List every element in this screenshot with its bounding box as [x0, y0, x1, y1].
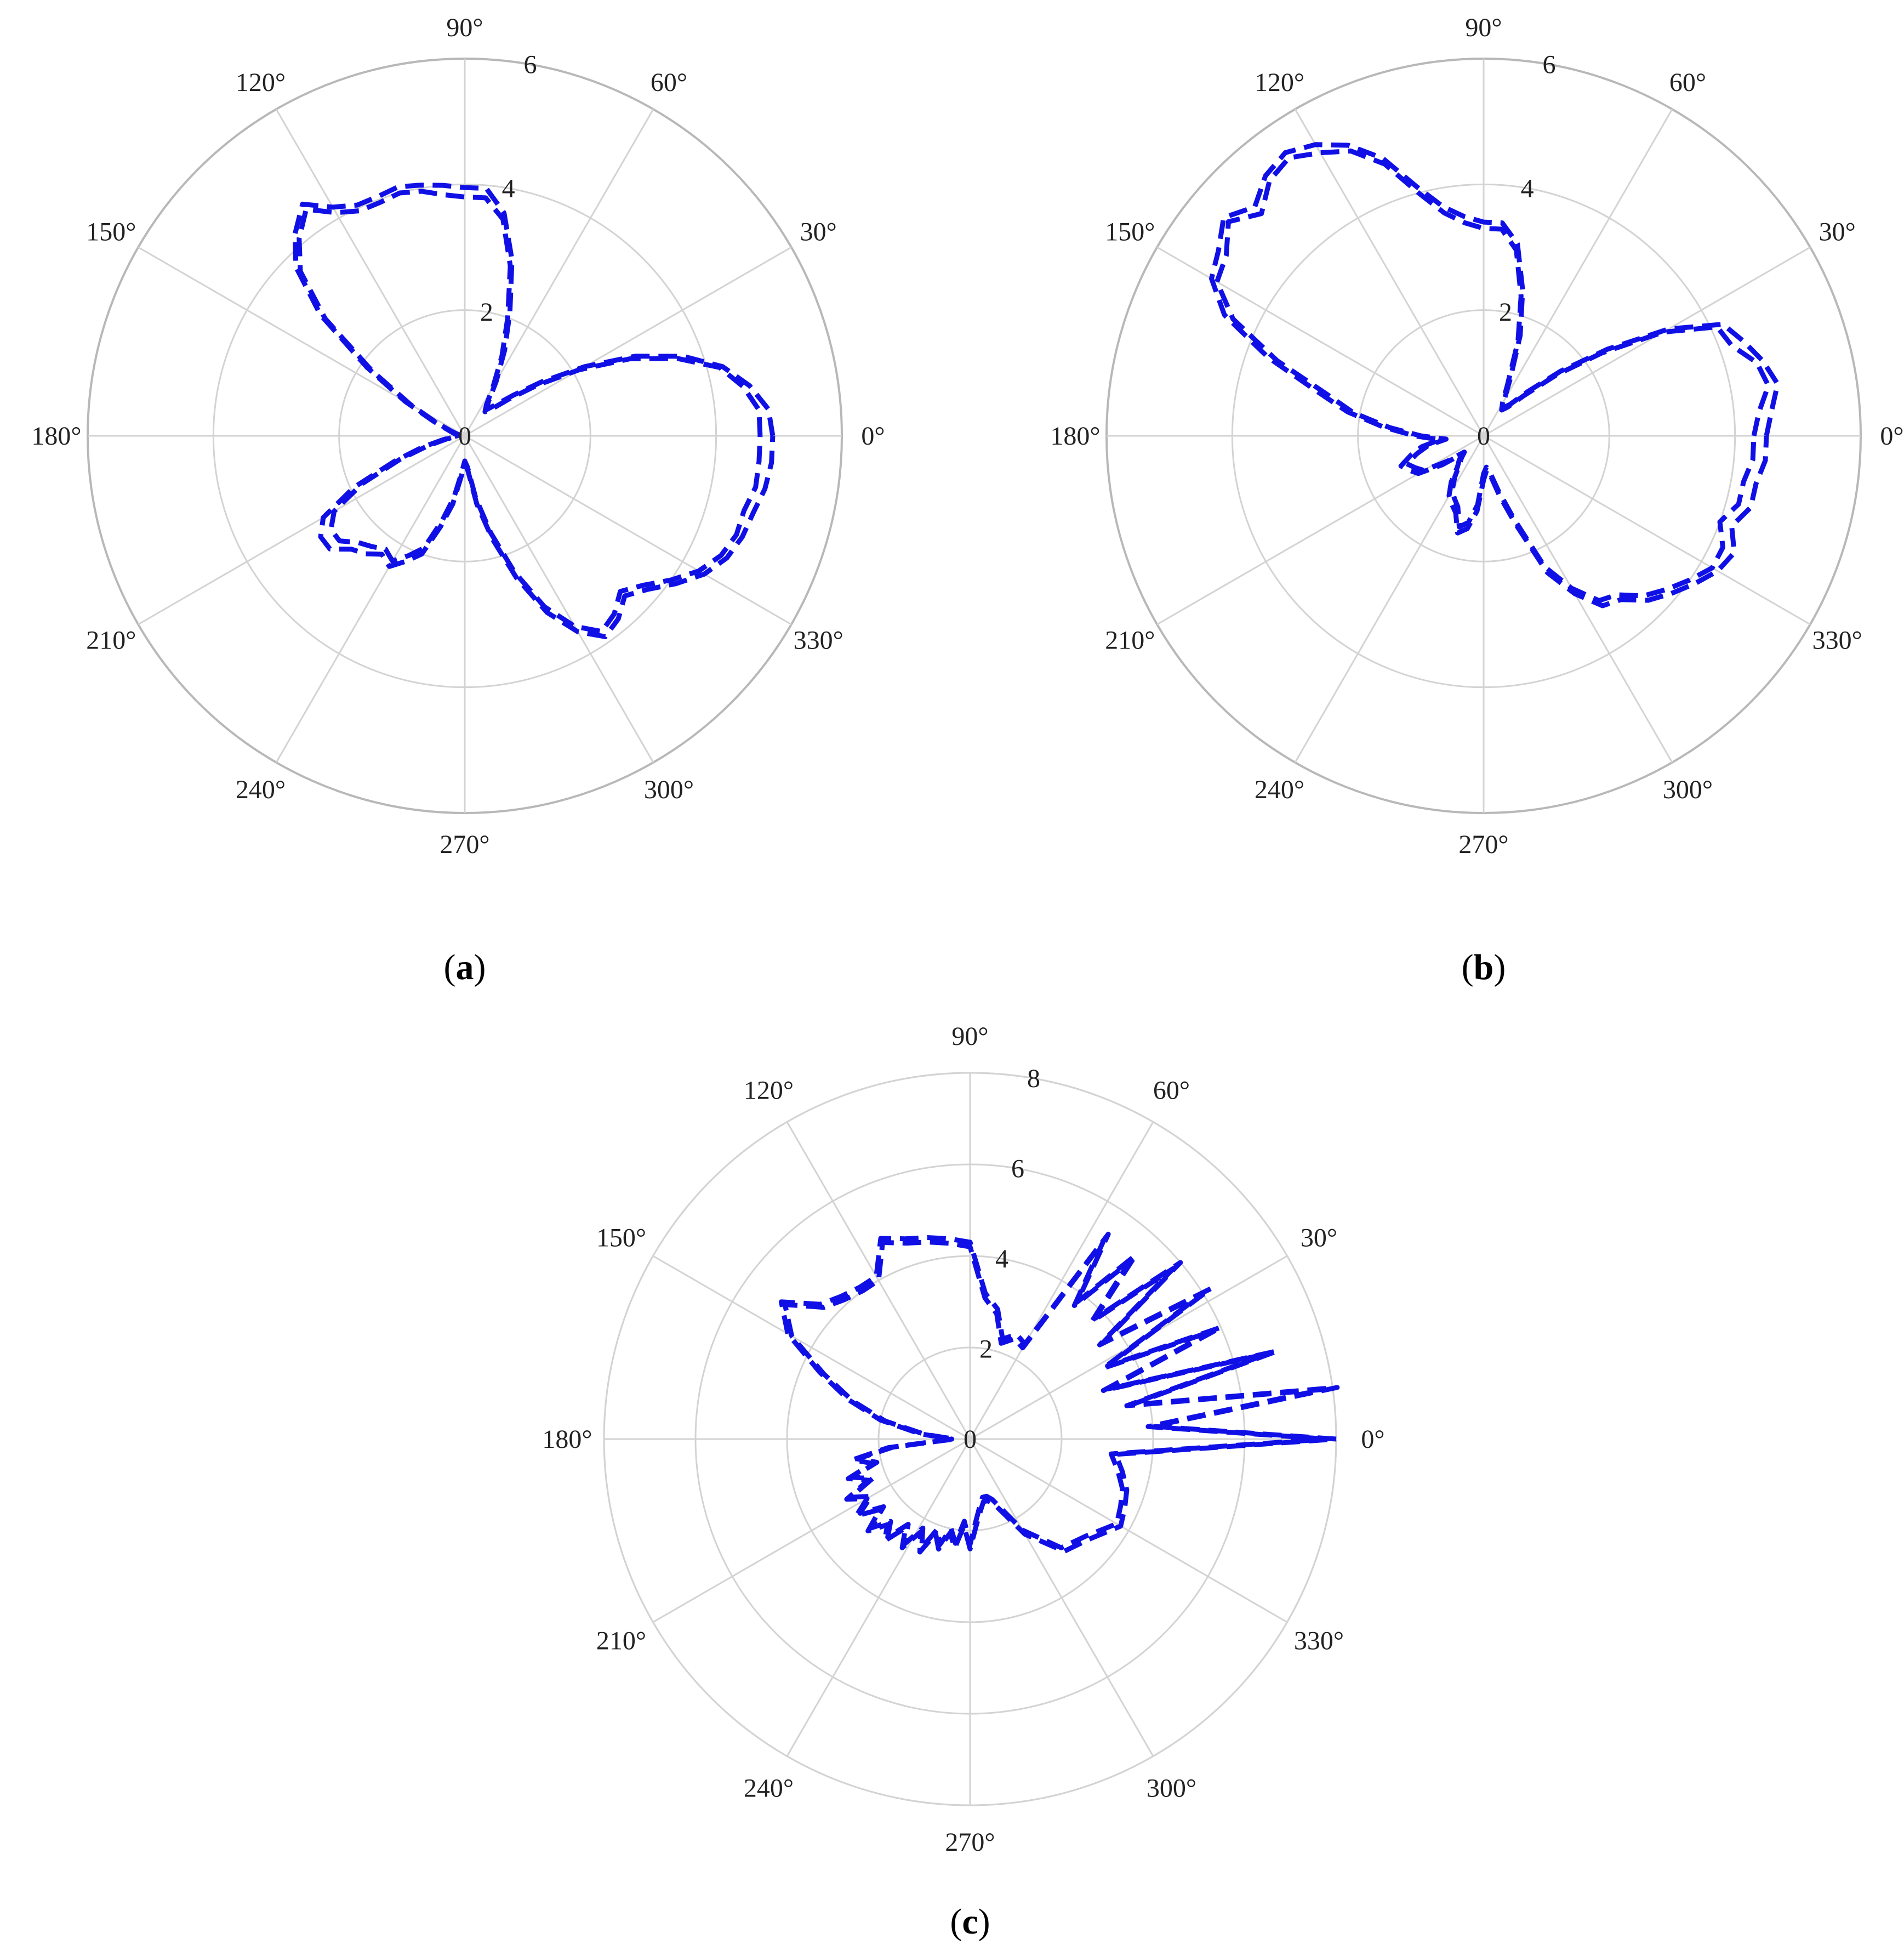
theta-tick-label: 60°	[1669, 68, 1706, 97]
theta-tick-label: 0°	[861, 422, 885, 451]
panel-caption-b: (b)	[1462, 947, 1506, 987]
theta-tick-label: 150°	[86, 218, 136, 247]
theta-tick-label: 30°	[1819, 218, 1856, 247]
tick-labels-a: 0° 30° 60° 90° 120° 150° 180° 210° 240° 270° 300° 3…	[31, 13, 885, 859]
r-tick-label: 4	[995, 1244, 1008, 1274]
grid-spoke	[275, 435, 466, 763]
grid-spoke	[969, 1439, 1154, 1757]
grid-spoke	[1483, 435, 1673, 763]
theta-tick-label: 210°	[596, 1627, 646, 1656]
series-line	[1214, 148, 1771, 604]
panel-caption-a: (a)	[444, 947, 486, 987]
r-tick-label: 4	[502, 174, 515, 203]
tick-labels-c: 0° 30° 60° 90° 120° 150° 180° 210° 240° 270° 300° 3…	[542, 1022, 1384, 1857]
r-tick-label: 6	[1542, 50, 1555, 79]
theta-tick-label: 90°	[1465, 13, 1502, 42]
theta-tick-label: 270°	[945, 1828, 995, 1857]
r-tick-label: 2	[1499, 298, 1512, 327]
grid-spoke	[275, 109, 466, 436]
polar-chart-a: 0° 30° 60° 90° 120° 150° 180° 210° 240° 270° 300° 3…	[31, 13, 885, 987]
r-tick-label: 6	[523, 50, 537, 79]
r-tick-label: 2	[480, 298, 493, 327]
grid-spoke	[1156, 246, 1484, 437]
r-tick-label: 8	[1027, 1064, 1040, 1093]
theta-tick-label: 150°	[1105, 218, 1155, 247]
theta-tick-label: 120°	[1255, 68, 1304, 97]
series-group-b	[1209, 142, 1780, 609]
series-line	[1209, 142, 1780, 609]
panel-caption-c: (c)	[950, 1902, 990, 1942]
theta-tick-label: 270°	[1458, 830, 1508, 859]
polar-chart-b: 0° 30° 60° 90° 120° 150° 180° 210° 240° 270° 300° 3…	[1050, 13, 1903, 987]
r-tick-label: 4	[1521, 174, 1534, 203]
theta-tick-label: 90°	[446, 13, 483, 42]
theta-tick-label: 0°	[1880, 422, 1903, 451]
grid-spoke	[970, 1438, 1288, 1623]
theta-tick-label: 300°	[1663, 775, 1713, 804]
grid-spoke	[1483, 246, 1811, 437]
theta-tick-label: 180°	[542, 1425, 592, 1454]
grid-spoke	[786, 1121, 971, 1440]
theta-tick-label: 330°	[794, 626, 843, 655]
theta-tick-label: 240°	[236, 775, 286, 804]
r-tick-label: 6	[1011, 1155, 1024, 1184]
theta-tick-label: 30°	[800, 218, 837, 247]
r-tick-label: 0	[458, 422, 471, 451]
theta-tick-label: 300°	[1147, 1774, 1196, 1803]
theta-tick-label: 180°	[1050, 422, 1100, 451]
grid-spoke	[1483, 109, 1673, 436]
grid-spoke	[652, 1255, 971, 1440]
polar-chart-c: 0° 30° 60° 90° 120° 150° 180° 210° 240° 270° 300° 3…	[542, 1022, 1384, 1942]
grid-spoke	[138, 435, 465, 626]
theta-tick-label: 330°	[1812, 626, 1862, 655]
theta-tick-label: 300°	[644, 775, 694, 804]
theta-tick-label: 240°	[744, 1774, 794, 1803]
series-line	[297, 189, 763, 634]
r-tick-label: 0	[1477, 422, 1490, 451]
grid-spoke	[1156, 435, 1484, 626]
r-tick-label: 0	[964, 1425, 977, 1454]
theta-tick-label: 180°	[31, 422, 81, 451]
grid-spoke	[969, 1121, 1154, 1440]
series-line	[292, 183, 776, 639]
theta-tick-label: 270°	[440, 830, 489, 859]
theta-tick-label: 330°	[1294, 1627, 1344, 1656]
grid-a	[87, 58, 843, 814]
grid-spoke	[464, 435, 654, 763]
grid-spoke	[1483, 435, 1811, 626]
theta-tick-label: 240°	[1255, 775, 1304, 804]
grid-c	[603, 1072, 1337, 1806]
r-tick-label: 2	[979, 1335, 993, 1364]
theta-tick-label: 60°	[1153, 1076, 1190, 1105]
tick-labels-b: 0° 30° 60° 90° 120° 150° 180° 210° 240° 270° 300° 3…	[1050, 13, 1903, 859]
grid-spoke	[464, 246, 792, 437]
theta-tick-label: 120°	[236, 68, 286, 97]
series-line	[782, 1239, 1327, 1550]
theta-tick-label: 0°	[1361, 1425, 1384, 1454]
grid-spoke	[786, 1439, 971, 1757]
grid-spoke	[464, 435, 792, 626]
theta-tick-label: 90°	[951, 1022, 988, 1051]
theta-tick-label: 30°	[1301, 1224, 1337, 1253]
theta-tick-label: 210°	[1105, 626, 1155, 655]
theta-tick-label: 210°	[86, 626, 136, 655]
grid-spoke	[1294, 109, 1485, 436]
theta-tick-label: 120°	[744, 1076, 794, 1105]
theta-tick-label: 60°	[651, 68, 687, 97]
grid-spoke	[652, 1438, 971, 1623]
theta-tick-label: 150°	[596, 1224, 646, 1253]
series-group-c	[779, 1231, 1340, 1555]
series-group-a	[292, 183, 776, 639]
